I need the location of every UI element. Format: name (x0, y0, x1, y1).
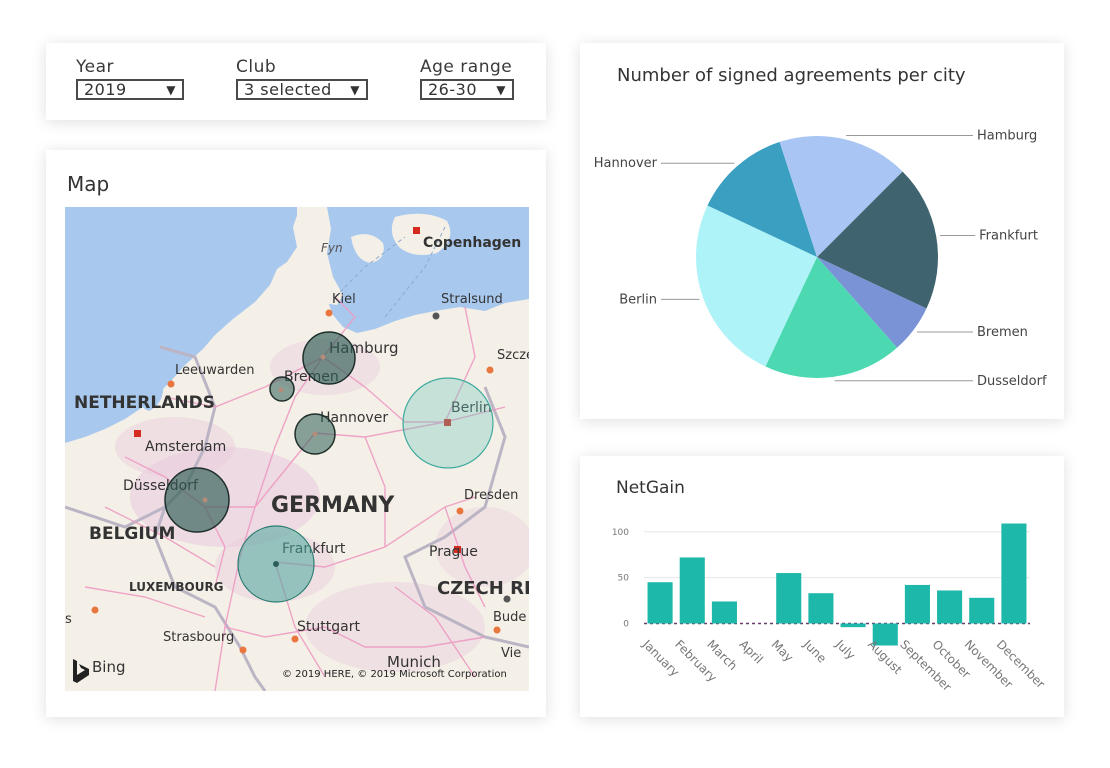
age-filter-label: Age range (420, 57, 513, 77)
bar-chart-title: NetGain (616, 478, 685, 498)
pie-slice-berlin[interactable] (696, 205, 817, 367)
bar-x-label: June (800, 637, 829, 666)
bar-june[interactable] (808, 593, 834, 624)
capital-marker (444, 419, 451, 426)
map-label: Kiel (332, 292, 356, 307)
year-dropdown[interactable]: 2019 ▼ (76, 79, 184, 100)
dusseldorf-bubble[interactable] (164, 467, 230, 533)
age-dropdown[interactable]: 26-30 ▼ (420, 79, 514, 100)
bar-march[interactable] (711, 601, 737, 624)
year-filter-label: Year (76, 57, 114, 77)
map-canvas: Copenhagen Fyn Kiel Stralsund Szcze Hamb… (65, 207, 529, 691)
bar-y-tick: 50 (618, 574, 630, 584)
north-sea (65, 207, 300, 443)
age-dropdown-value: 26-30 (428, 80, 477, 99)
pie-chart-title: Number of signed agreements per city (617, 65, 966, 86)
map-label: Prague (429, 544, 478, 560)
club-filter: Club 3 selected ▼ (236, 57, 368, 100)
map-label: BELGIUM (89, 524, 175, 544)
pie-chart-card: Number of signed agreements per city Fra… (580, 43, 1064, 419)
map-copyright: © 2019 HERE, © 2019 Microsoft Corporatio… (282, 669, 507, 680)
map-label: Berlin (451, 400, 492, 416)
bar-january[interactable] (647, 582, 673, 624)
map-label: Vie (501, 646, 521, 661)
map-view[interactable]: Copenhagen Fyn Kiel Stralsund Szcze Hamb… (65, 207, 529, 691)
map-label: Fyn (321, 241, 343, 255)
map-label: CZECH RE (437, 578, 529, 599)
bar-october[interactable] (937, 590, 963, 624)
club-dropdown[interactable]: 3 selected ▼ (236, 79, 368, 100)
bar-november[interactable] (969, 597, 995, 624)
hamburg-bubble[interactable] (302, 331, 356, 385)
map-card: Map (46, 150, 546, 717)
bar-x-label: April (736, 637, 765, 666)
map-label: s (65, 612, 72, 627)
map-label: Szcze (497, 348, 529, 363)
bar-february[interactable] (679, 557, 705, 624)
pie-slice-dusseldorf[interactable] (765, 257, 898, 378)
denmark-land (297, 207, 343, 305)
capital-marker (413, 227, 420, 234)
map-label: Stralsund (441, 292, 503, 307)
pie-chart: Frankfurt Bremen Dusseldorf Berlin Hannover H… (594, 128, 1047, 389)
map-label: GERMANY (271, 493, 395, 518)
bar-september[interactable] (904, 584, 930, 624)
chevron-down-icon: ▼ (496, 82, 506, 97)
age-filter: Age range 26-30 ▼ (420, 57, 514, 100)
year-filter: Year 2019 ▼ (76, 57, 184, 100)
map-label: LUXEMBOURG (129, 580, 224, 594)
bing-logo (73, 659, 89, 683)
pie-slice-bremen[interactable] (817, 257, 927, 348)
capital-marker (454, 546, 461, 553)
bar-x-label: July (832, 637, 858, 663)
map-label: NETHERLANDS (74, 393, 215, 413)
pie-label-berlin: Berlin (619, 292, 657, 307)
map-bubbles (164, 331, 494, 603)
pie-slice-hannover[interactable] (707, 141, 817, 257)
bing-logo-text: Bing (92, 658, 126, 676)
fyn-island (351, 234, 384, 263)
bar-y-tick: 0 (623, 619, 629, 629)
bar-chart-card: NetGain 0 50 100 January February March April M… (580, 456, 1064, 717)
map-title: Map (67, 172, 110, 196)
pie-label-hannover: Hannover (594, 156, 658, 171)
year-dropdown-value: 2019 (84, 80, 127, 99)
pie-slice-frankfurt[interactable] (817, 171, 938, 309)
pie-label-bremen: Bremen (977, 325, 1028, 340)
chevron-down-icon: ▼ (166, 82, 176, 97)
club-dropdown-value: 3 selected (244, 80, 332, 99)
pie-label-dusseldorf: Dusseldorf (977, 374, 1047, 389)
zealand-island (391, 213, 451, 255)
filters-panel: Year 2019 ▼ Club 3 selected ▼ Age range … (46, 43, 546, 120)
bar-august[interactable] (872, 623, 898, 646)
map-label: Strasbourg (163, 630, 234, 645)
bar-december[interactable] (1001, 523, 1027, 624)
map-label: Munich (387, 653, 441, 671)
map-label: Hannover (320, 410, 388, 426)
map-label: Stuttgart (297, 619, 360, 635)
berlin-bubble[interactable] (402, 377, 494, 469)
capital-marker (134, 430, 141, 437)
map-label: Leeuwarden (175, 363, 254, 378)
map-label: Copenhagen (423, 235, 521, 251)
bar-x-label: May (769, 637, 796, 664)
pie-slice-hamburg[interactable] (779, 136, 903, 257)
map-label: Bude (493, 610, 526, 625)
ijsselmeer (135, 372, 164, 411)
city-markers (91, 227, 511, 654)
bar-y-tick: 100 (612, 528, 629, 538)
pie-label-frankfurt: Frankfurt (979, 229, 1038, 244)
map-label: Dresden (464, 488, 518, 503)
bar-may[interactable] (776, 573, 802, 624)
bar-july[interactable] (840, 623, 866, 628)
map-label: Amsterdam (145, 439, 226, 455)
pie-label-hamburg: Hamburg (977, 128, 1037, 143)
chevron-down-icon: ▼ (350, 82, 360, 97)
club-filter-label: Club (236, 57, 277, 77)
